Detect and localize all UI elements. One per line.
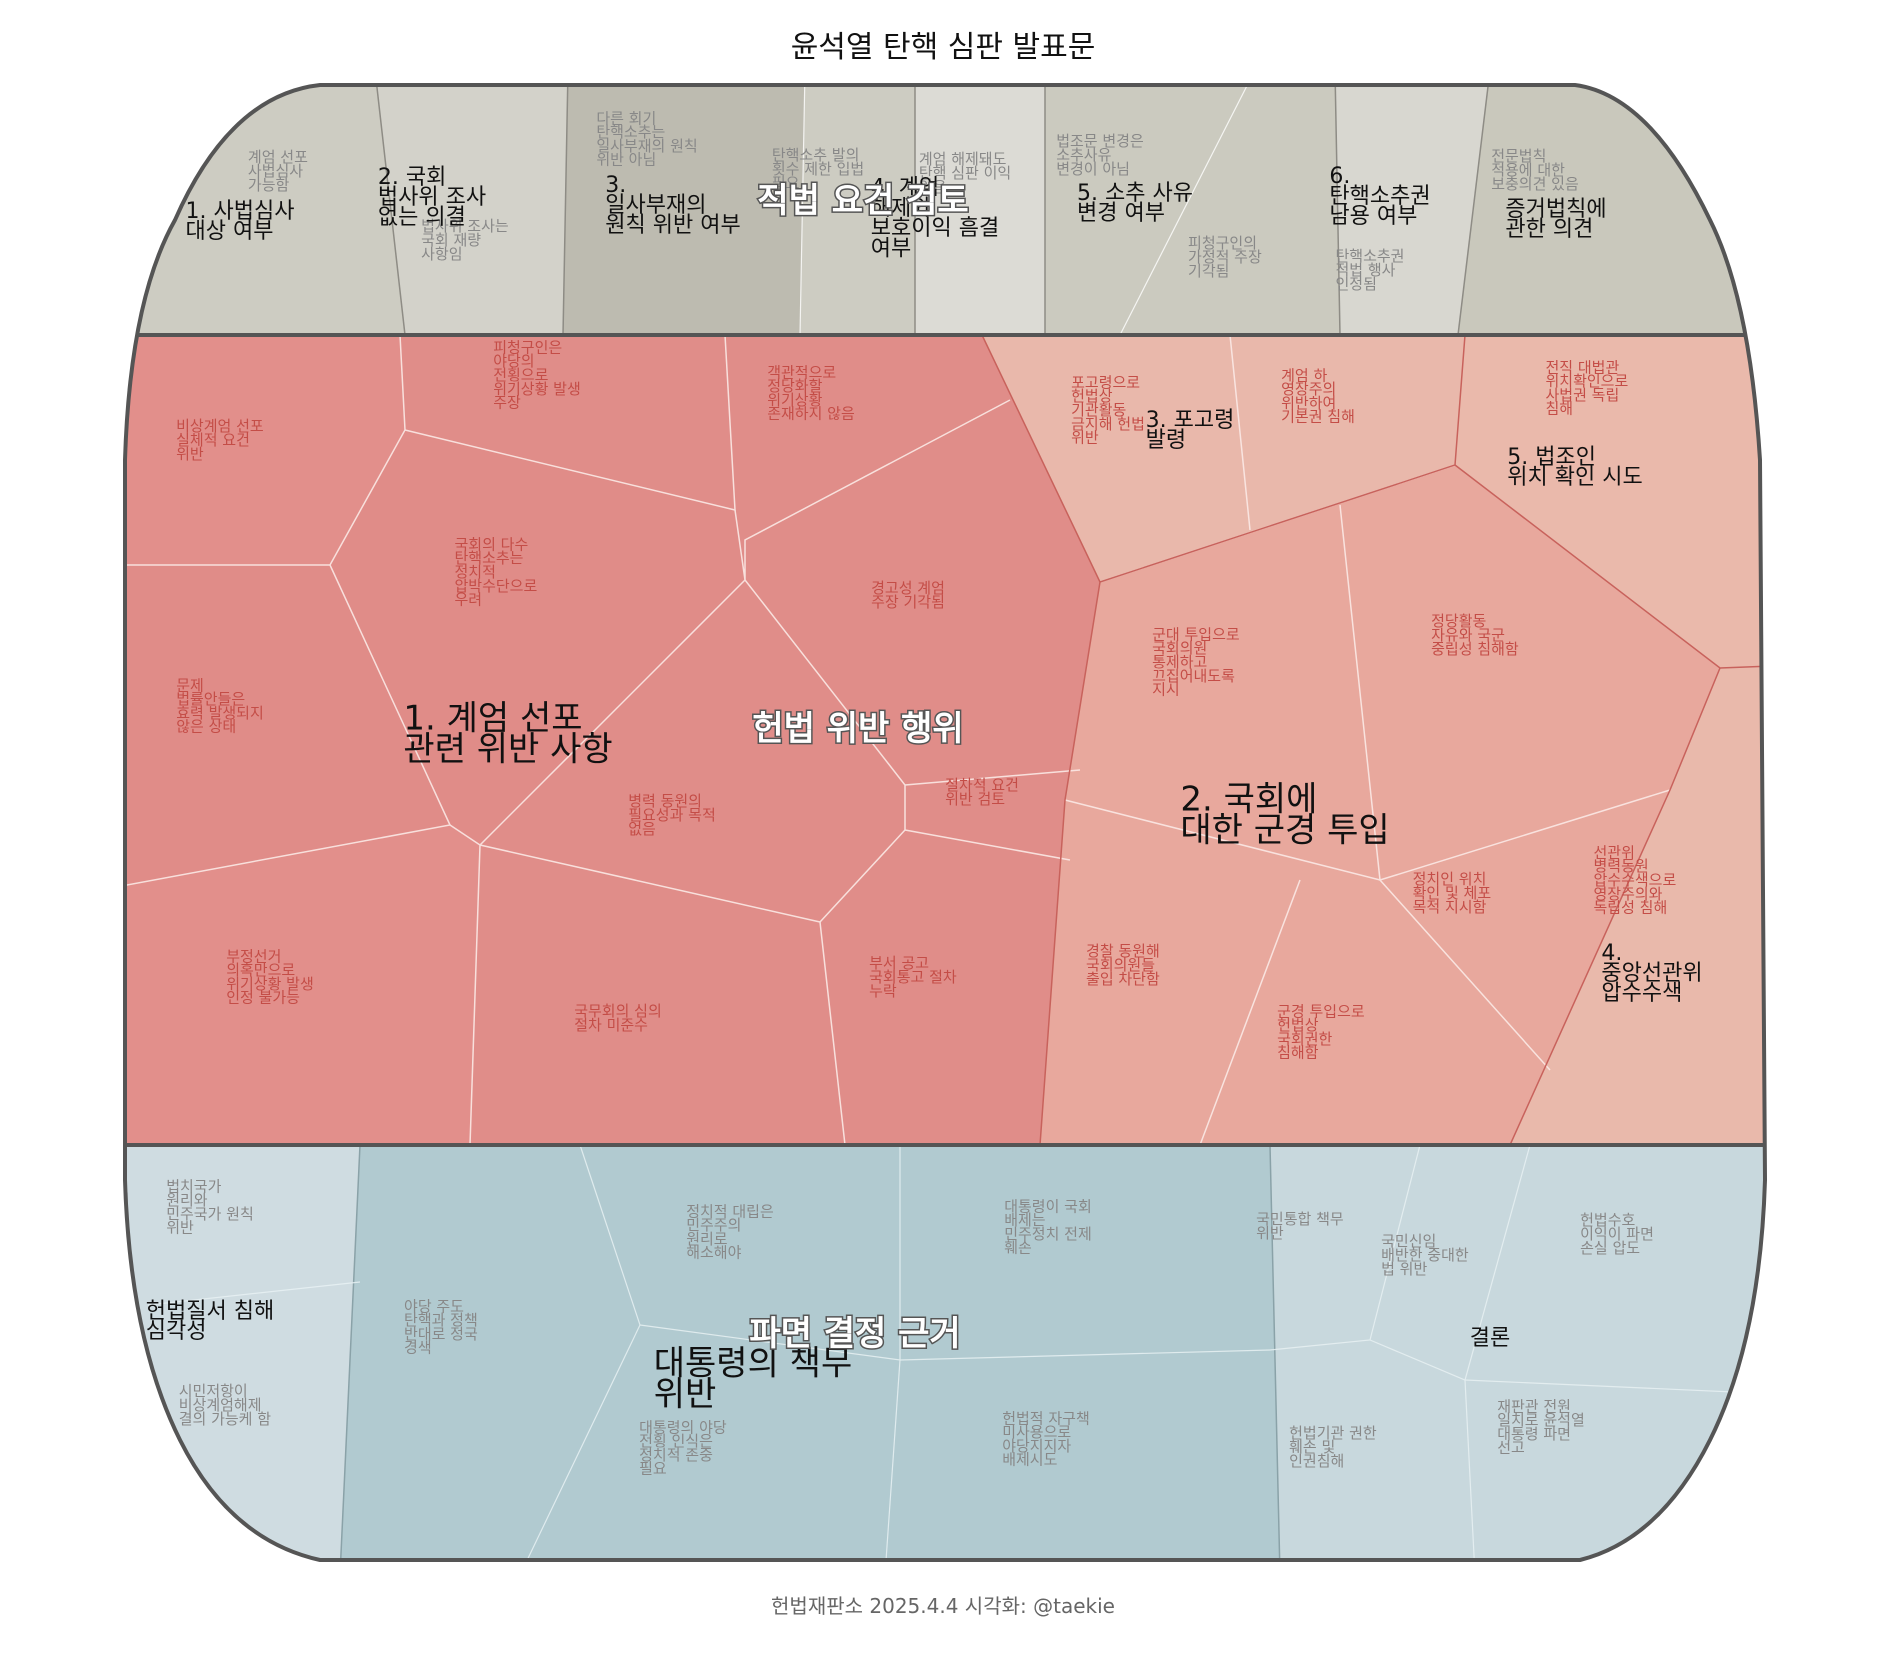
detail-text: 전문법칙 적용에 대한 보충의견 있음 — [1491, 147, 1579, 193]
detail-text: 법조문 변경은 소추사유 변경이 아님 — [1056, 132, 1144, 178]
detail-text: 계엄 선포 사법심사 가능함 — [248, 148, 308, 194]
detail-text: 시민저항이 비상계엄해제 결의 가능케 함 — [179, 1382, 272, 1428]
cell-label: 2. 국회 법사위 조사 없는 의결 — [378, 165, 486, 230]
cell-label: 대통령의 책무 위반 — [654, 1343, 853, 1414]
detail-text: 국회의 다수 탄핵소추는 정치적 압박수단으로 우려 — [454, 535, 537, 608]
detail-text: 피청구인의 가정적 주장 기각됨 — [1188, 234, 1262, 280]
detail-text: 객관적으로 정당화할 위기상황 존재하지 않음 — [767, 363, 855, 422]
detail-text: 야당 주도 탄핵과 정책 반대로 정국 경색 — [404, 1297, 478, 1356]
detail-text: 국민통합 책무 위반 — [1256, 1210, 1344, 1242]
cell-bg-conclusion — [1270, 1145, 1765, 1560]
cell-label: 결론 — [1470, 1326, 1510, 1351]
detail-text: 헌법적 자구책 미사용으로 야당지지자 배제시도 — [1002, 1409, 1090, 1468]
cell-label: 2. 국회에 대한 군경 투입 — [1180, 779, 1389, 850]
detail-text: 병력 동원의 필요성과 목적 없음 — [628, 792, 716, 838]
detail-text: 계엄 하 영장주의 위반하여 기본권 침해 — [1281, 366, 1355, 425]
group-violations — [125, 334, 1765, 1146]
cell-label: 1. 계엄 선포 관련 위반 사항 — [403, 698, 612, 769]
detail-text: 피청구인은 야당의 전횡으로 위기상황 발생 주장 — [493, 338, 581, 411]
cell-bg-lifted — [915, 85, 1045, 335]
detail-text: 법사위 조사는 국회 재량 사항임 — [421, 217, 509, 263]
detail-text: 탄핵소추권 적법 행사 인정됨 — [1335, 247, 1404, 293]
detail-text: 정치적 대립은 민주주의 원리로 해소해야 — [686, 1202, 774, 1261]
detail-text: 문제 법률안들은 효력 발생되지 않은 상태 — [176, 676, 264, 735]
detail-text: 헌법기관 권한 훼손 및 인권침해 — [1289, 1424, 1377, 1470]
cell-bg-committee — [375, 85, 568, 335]
detail-text: 탄핵소추 발의 횟수 제한 입법 필요 — [772, 146, 864, 192]
detail-text: 전직 대법관 위치확인으로 사법권 독립 침해 — [1545, 358, 1628, 417]
cell-label: 5. 소추 사유 변경 여부 — [1077, 181, 1193, 226]
labels: 계엄 선포 사법심사 가능함 법사위 조사는 국회 재량 사항임 다른 회기 탄핵소추는 일… — [146, 109, 1703, 1477]
detail-text: 국무회의 심의 절차 미준수 — [574, 1002, 662, 1034]
detail-text: 경찰 동원해 국회의원들 출입 차단함 — [1086, 942, 1160, 988]
detail-text: 계엄 해제돼도 탄핵 심판 이익 있음 — [919, 150, 1011, 196]
cell-bg-change — [1045, 85, 1340, 335]
group-admissibility — [125, 85, 1765, 336]
cell-bg-ml-c — [125, 825, 480, 1145]
detail-text: 군대 투입으로 국회의원 통제하고 끄집어내도록 지시 — [1152, 625, 1240, 698]
group-label: 적법 요건 검토 — [757, 181, 968, 221]
detail-text: 헌법수호 이익이 파면 손실 압도 — [1580, 1211, 1654, 1257]
group-label: 파면 결정 근거 — [749, 1314, 960, 1354]
cell-label: 5. 법조인 위치 확인 시도 — [1507, 445, 1642, 490]
cell-bg-abuse — [1335, 85, 1490, 335]
cell-label: 6. 탄핵소추권 남용 여부 — [1329, 164, 1430, 229]
detail-text: 선관위 병력동원 압수수색으로 영장주의와 독립성 침해 — [1593, 843, 1676, 916]
footer-credit: 헌법재판소 2025.4.4 시각화: @taekie — [771, 1594, 1115, 1618]
cell-bg-duty — [340, 1145, 1280, 1560]
detail-text: 경고성 계엄 주장 기각됨 — [871, 579, 945, 611]
detail-text: 정치인 위치 확인 및 체포 목적 지시함 — [1413, 870, 1492, 916]
cell-bg-double-jeopardy-b — [800, 85, 915, 335]
detail-text: 대통령의 야당 전횡 인식은 정치적 존중 필요 — [639, 1418, 727, 1477]
cell-bg-ml-a — [125, 335, 405, 565]
detail-text: 포고령으로 헌법상 기관활동 금지해 헌법 위반 — [1071, 373, 1145, 446]
detail-text: 부정선거 의혹만으로 위기상황 발생 인정 불가능 — [226, 947, 314, 1006]
cell-bg-troops — [1040, 465, 1720, 1145]
cell-bg-judges — [1455, 335, 1765, 668]
cell-label: 증거법칙에 관한 의견 — [1505, 197, 1606, 242]
cell-bg-decree — [982, 335, 1465, 582]
cell-label: 3. 일사부재의 원칙 위반 여부 — [605, 173, 740, 238]
cell-bg-nec — [1510, 665, 1765, 1145]
group-removal-grounds — [125, 1144, 1765, 1560]
detail-text: 비상계엄 선포 실체적 요건 위반 — [176, 417, 264, 463]
cell-bg-ml-b — [125, 430, 745, 890]
detail-text: 절차적 요건 위반 검토 — [945, 776, 1019, 808]
detail-text: 대통령이 국회 배제는 민주정치 전제 훼손 — [1004, 1197, 1092, 1256]
cell-label: 4. 계엄 해제와 보호이익 흠결 여부 — [871, 176, 999, 262]
cell-label: 헌법질서 침해 심각성 — [146, 1299, 274, 1344]
group-label: 헌법 위반 행위 — [752, 709, 963, 749]
detail-text: 정당활동 자유와 국군 중립성 침해함 — [1431, 612, 1519, 658]
detail-text: 부서 공고 국회통고 절차 누락 — [869, 954, 957, 1000]
page-title: 윤석열 탄핵 심판 발표문 — [790, 30, 1096, 65]
detail-text: 군경 투입으로 헌법상 국회권한 침해함 — [1277, 1002, 1365, 1061]
cell-label: 1. 사법심사 대상 여부 — [186, 199, 295, 244]
cell-label: 4. 중앙선관위 압수수색 — [1601, 941, 1702, 1006]
outline — [123, 83, 1768, 1562]
detail-text: 다른 회기 탄핵소추는 일사부재의 원칙 위반 아님 — [596, 109, 697, 168]
detail-text: 재판관 전원 일치로 윤석열 대통령 파면 선고 — [1497, 1397, 1585, 1456]
detail-text: 국민신임 배반한 중대한 법 위반 — [1381, 1232, 1469, 1278]
cell-label: 3. 포고령 발령 — [1146, 408, 1235, 453]
detail-text: 법치국가 원리와 민주국가 원칙 위반 — [166, 1177, 254, 1236]
